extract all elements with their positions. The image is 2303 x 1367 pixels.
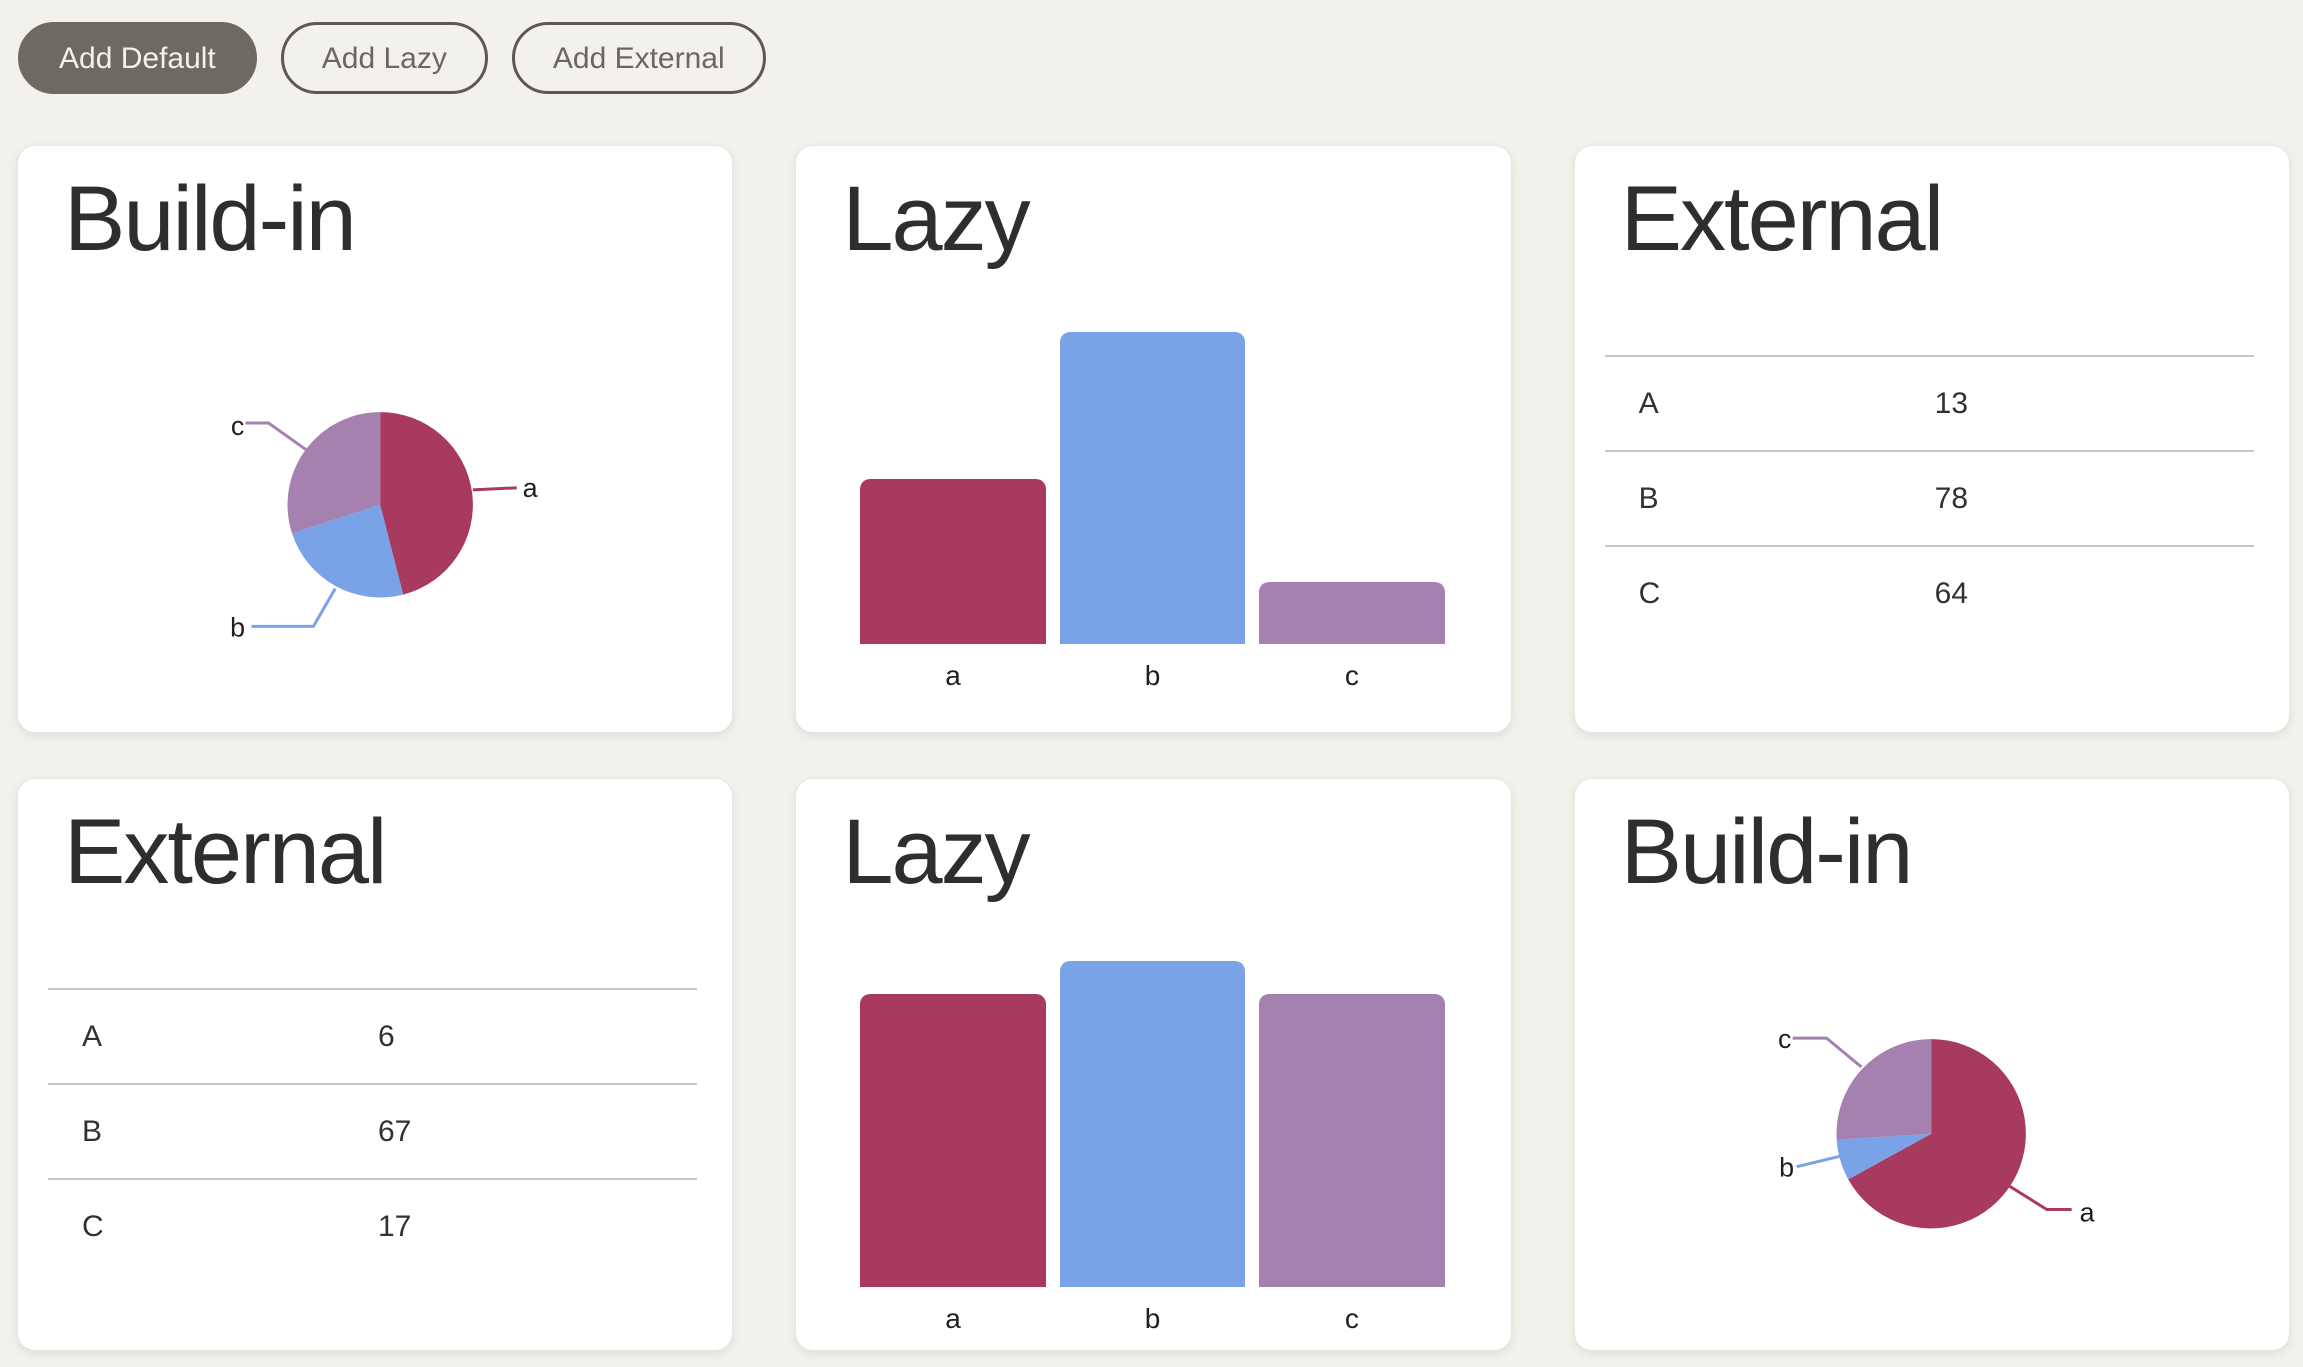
table-row: A 13 [1604,355,2254,450]
bar-label-b: b [1144,660,1161,691]
pie-leader-line-b [1795,1154,1843,1169]
bar-label-b: b [1144,1303,1161,1334]
row-label: A [82,1019,103,1053]
pie-slice-c [1836,1039,1931,1140]
bar-a [860,479,1046,644]
row-label: B [82,1114,103,1148]
bar-a [860,994,1046,1287]
pie-chart: a b c [18,146,732,732]
pie-slice-c [287,412,381,534]
table-row: B 67 [48,1083,698,1178]
bar-b [1059,961,1246,1287]
row-label: C [82,1209,104,1243]
bar-label-c: c [1344,660,1359,691]
pie-leader-line-a [2005,1183,2072,1211]
pie-leader-line-a [472,486,517,492]
pie-label-c: c [231,411,244,441]
card-title: Build-in [1620,801,1914,903]
card-title: External [1620,168,1944,270]
table-row: C 64 [1604,545,2254,640]
bar-axis-labels: a b c [860,660,1444,694]
card-external-top: External A 13 B 78 C 64 [1573,145,2290,733]
pie-leader-line-c [245,421,308,452]
bar-axis-labels: a b c [860,1303,1444,1337]
pie-slice-b [1836,1133,1931,1180]
pie-label-b: b [230,612,245,642]
table-row: C 17 [48,1178,698,1273]
bar-chart: a b c [860,332,1445,694]
bar-label-a: a [945,1303,961,1334]
card-lazy-top: Lazy a b c [795,145,1512,733]
row-value: 6 [378,1019,395,1053]
pie-slice-a [380,412,473,595]
pie-slice-a [1847,1039,2026,1229]
row-label: C [1638,576,1661,610]
card-build-in-top: Build-in a b c [17,145,734,733]
pie-leader-line-c [1792,1036,1863,1069]
add-lazy-button[interactable]: Add Lazy [280,22,488,94]
table-row: A 6 [48,988,698,1083]
pie-leader-line-b [251,587,337,628]
card-lazy-bottom: Lazy a b c [795,778,1512,1351]
bar-plot-area [860,961,1445,1287]
card-title: Lazy [842,168,1030,270]
card-title: External [64,801,387,903]
bar-b [1059,332,1246,644]
data-table: A 13 B 78 C 64 [1604,355,2254,640]
row-value: 17 [378,1209,412,1243]
pie-label-b: b [1779,1153,1794,1183]
pie-label-c: c [1778,1024,1791,1054]
row-label: A [1638,386,1659,420]
bar-label-c: c [1344,1303,1359,1334]
pie-slice-b [292,504,404,598]
bar-c [1259,994,1445,1287]
toolbar: Add Default Add Lazy Add External [18,22,766,94]
pie-label-a: a [2079,1197,2094,1227]
bar-chart: a b c [860,961,1445,1337]
card-build-in-bottom: Build-in a b c [1573,778,2290,1351]
card-title: Build-in [64,168,357,270]
data-table: A 6 B 67 C 17 [48,988,698,1273]
row-value: 78 [1934,481,1969,515]
row-value: 13 [1934,386,1969,420]
card-title: Lazy [842,801,1030,903]
add-external-button[interactable]: Add External [511,22,766,94]
table-row: B 78 [1604,450,2254,545]
bar-c [1259,582,1445,644]
row-value: 64 [1934,576,1969,610]
row-value: 67 [378,1114,412,1148]
pie-label-a: a [523,473,538,503]
bar-plot-area [860,332,1445,644]
pie-chart: a b c [1575,779,2289,1350]
card-external-bottom: External A 6 B 67 C 17 [17,778,734,1351]
add-default-button[interactable]: Add Default [18,22,257,94]
row-label: B [1638,481,1659,515]
bar-label-a: a [945,660,961,691]
card-grid: Build-in a b c Lazy a b c External A 13 [17,145,2290,1351]
